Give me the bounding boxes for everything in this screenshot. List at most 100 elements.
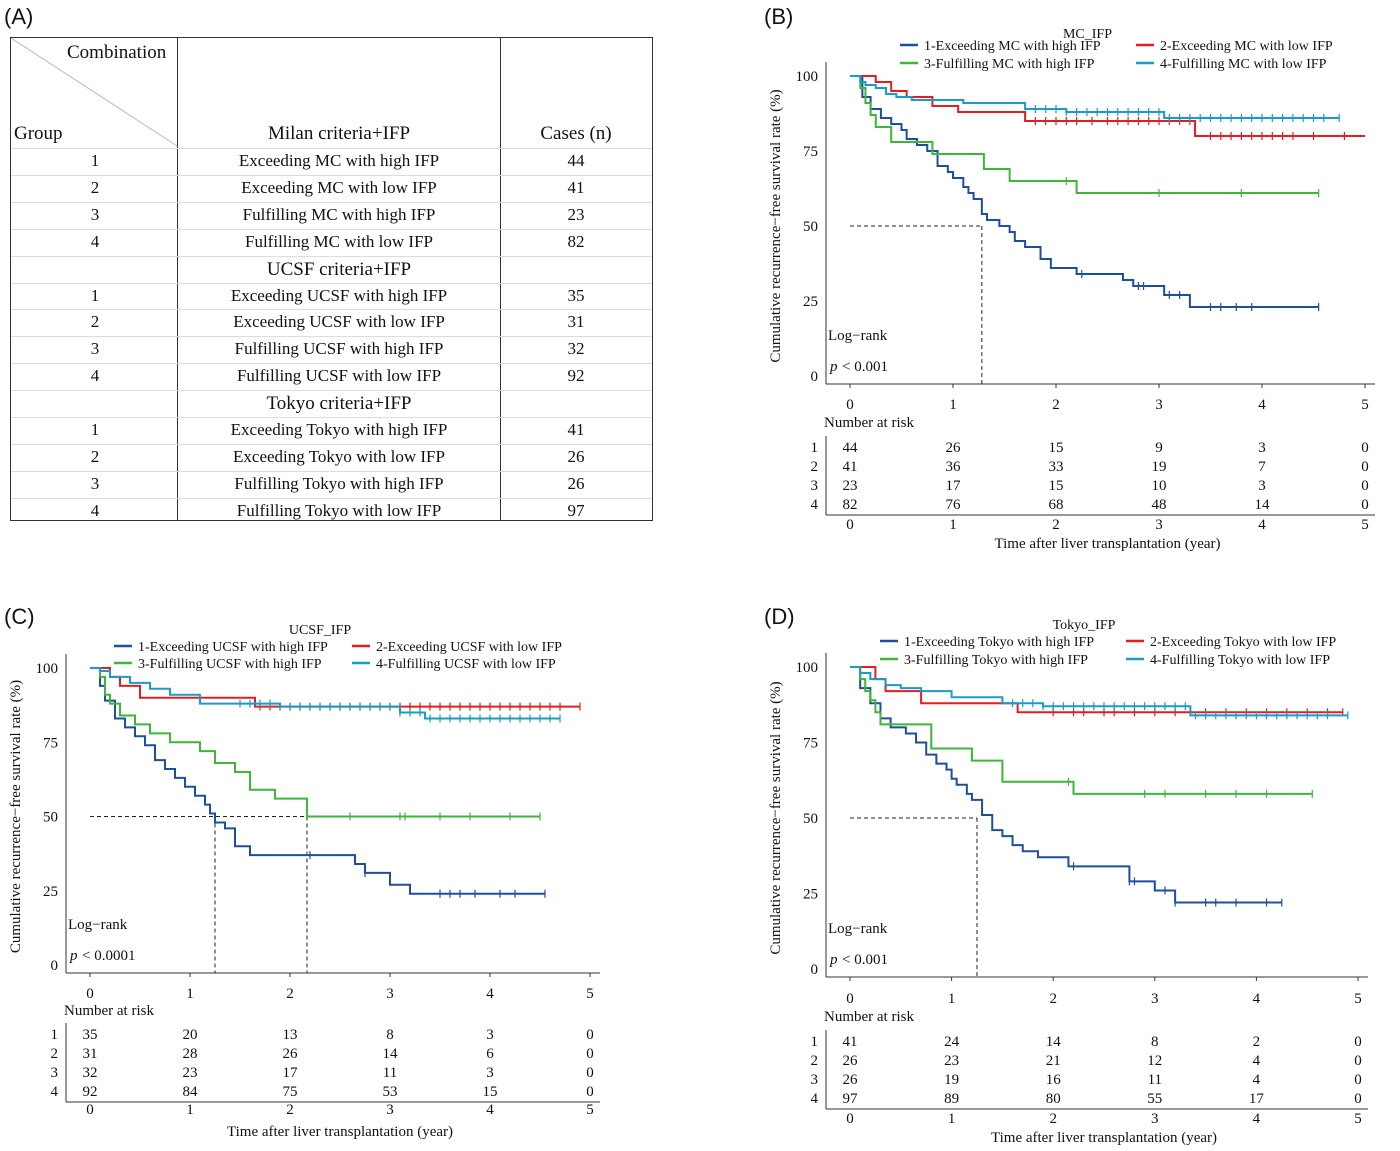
risk-count: 44 xyxy=(843,440,859,456)
risk-count: 48 xyxy=(1152,497,1167,513)
row-group: 4 xyxy=(90,366,100,386)
km-curve-group-3 xyxy=(850,666,1313,795)
risk-count: 0 xyxy=(1354,1034,1362,1050)
y-tick-label: 100 xyxy=(796,69,819,85)
risk-count: 17 xyxy=(283,1065,299,1081)
risk-count: 76 xyxy=(946,497,962,513)
row-group: 1 xyxy=(90,285,100,305)
km-curve-group-2 xyxy=(850,75,1365,137)
row-cases: 31 xyxy=(567,312,585,332)
x-axis-label: Time after liver transplantation (year) xyxy=(227,1124,453,1140)
risk-count: 19 xyxy=(944,1072,959,1088)
risk-x-tick-label: 0 xyxy=(86,1102,94,1118)
risk-row-label: 1 xyxy=(811,1034,819,1050)
risk-count: 23 xyxy=(944,1053,959,1069)
row-group: 2 xyxy=(90,446,100,466)
header-group: Group xyxy=(14,123,63,144)
risk-row-label: 1 xyxy=(811,440,819,456)
risk-count: 9 xyxy=(1155,440,1163,456)
risk-count: 16 xyxy=(1046,1072,1062,1088)
criteria-table: Combination Group Milan criteria+IFP Cas… xyxy=(10,37,653,521)
x-tick-label: 1 xyxy=(186,986,194,1002)
km-curve-group-2 xyxy=(850,666,1343,714)
row-cases: 82 xyxy=(567,231,585,251)
y-axis-label: Cumulative recurrence−free survival rate… xyxy=(768,89,784,362)
risk-count: 3 xyxy=(486,1027,494,1043)
x-tick-label: 0 xyxy=(86,986,94,1002)
row-divider xyxy=(11,309,652,311)
y-axis-label: Cumulative recurrence−free survival rate… xyxy=(8,680,24,953)
risk-row-label: 3 xyxy=(811,1072,819,1088)
risk-count: 23 xyxy=(843,478,858,494)
row-cases: 35 xyxy=(567,285,585,305)
logrank-label: Log−rank xyxy=(828,921,888,937)
risk-count: 0 xyxy=(1354,1091,1362,1107)
risk-count: 97 xyxy=(843,1091,859,1107)
risk-x-tick-label: 1 xyxy=(949,517,957,533)
risk-row-label: 2 xyxy=(811,1053,819,1069)
risk-count: 53 xyxy=(383,1084,398,1100)
y-tick-label: 75 xyxy=(803,736,818,752)
km-chart-tokyo: Tokyo_IFP 1-Exceeding Tokyo with high IFP… xyxy=(768,618,1368,1146)
risk-count: 13 xyxy=(283,1027,298,1043)
risk-row-label: 3 xyxy=(811,478,819,494)
section-heading: UCSF criteria+IFP xyxy=(266,258,412,280)
risk-count: 4 xyxy=(1253,1053,1261,1069)
p-label: p xyxy=(69,948,78,964)
risk-x-tick-label: 1 xyxy=(948,1111,956,1127)
x-tick-label: 3 xyxy=(1151,991,1159,1007)
x-tick-label: 3 xyxy=(386,986,394,1002)
legend-entry: 3-Fulfilling MC with high IFP xyxy=(924,57,1095,72)
risk-count: 26 xyxy=(843,1053,859,1069)
risk-x-tick-label: 0 xyxy=(846,517,854,533)
row-combination: Fulfilling Tokyo with high IFP xyxy=(234,473,444,493)
p-value: < 0.001 xyxy=(842,952,888,968)
y-tick-label: 100 xyxy=(36,661,59,677)
risk-count: 17 xyxy=(946,478,962,494)
legend-title: Tokyo_IFP xyxy=(1053,618,1116,633)
row-divider xyxy=(11,497,652,499)
risk-count: 23 xyxy=(183,1065,198,1081)
x-axis-label: Time after liver transplantation (year) xyxy=(994,536,1220,552)
risk-x-tick-label: 5 xyxy=(586,1102,594,1118)
risk-x-tick-label: 5 xyxy=(1354,1111,1362,1127)
risk-count: 82 xyxy=(843,497,858,513)
logrank-label: Log−rank xyxy=(828,328,888,344)
risk-x-tick-label: 4 xyxy=(1258,517,1266,533)
risk-count: 68 xyxy=(1049,497,1064,513)
x-tick-label: 1 xyxy=(949,397,957,413)
y-tick-label: 0 xyxy=(811,962,819,978)
row-combination: Fulfilling MC with low IFP xyxy=(245,231,433,251)
risk-count: 3 xyxy=(1258,440,1266,456)
y-axis-label: Cumulative recurrence−free survival rate… xyxy=(768,681,784,954)
km-curve-group-4 xyxy=(90,667,560,720)
p-value: < 0.0001 xyxy=(82,948,135,964)
header-combination: Combination xyxy=(67,42,167,63)
x-tick-label: 4 xyxy=(1253,991,1261,1007)
risk-count: 33 xyxy=(1049,459,1064,475)
km-chart-ucsf: UCSF_IFP 1-Exceeding UCSF with high IFP 2-… xyxy=(8,623,600,1140)
risk-row-label: 1 xyxy=(51,1027,59,1043)
x-tick-label: 2 xyxy=(1052,397,1060,413)
header-cases: Cases (n) xyxy=(540,123,612,144)
km-curve-group-2 xyxy=(90,667,580,708)
risk-count: 7 xyxy=(1258,459,1266,475)
risk-x-tick-label: 3 xyxy=(1151,1111,1159,1127)
risk-count: 15 xyxy=(1049,440,1064,456)
row-group: 3 xyxy=(90,204,100,224)
y-tick-label: 50 xyxy=(803,219,818,235)
risk-count: 0 xyxy=(586,1046,594,1062)
row-combination: Exceeding Tokyo with low IFP xyxy=(233,446,445,466)
row-combination: Exceeding MC with high IFP xyxy=(238,151,440,170)
y-tick-label: 50 xyxy=(43,810,58,826)
risk-count: 55 xyxy=(1147,1091,1162,1107)
panel-label-a: (A) xyxy=(4,4,34,29)
y-tick-label: 75 xyxy=(803,144,818,160)
risk-count: 11 xyxy=(1148,1072,1162,1088)
risk-count: 36 xyxy=(946,459,962,475)
header-criteria: Milan criteria+IFP xyxy=(267,123,411,144)
risk-count: 3 xyxy=(1258,478,1266,494)
row-divider xyxy=(11,470,652,472)
row-divider xyxy=(11,255,652,257)
risk-x-tick-label: 5 xyxy=(1361,517,1369,533)
